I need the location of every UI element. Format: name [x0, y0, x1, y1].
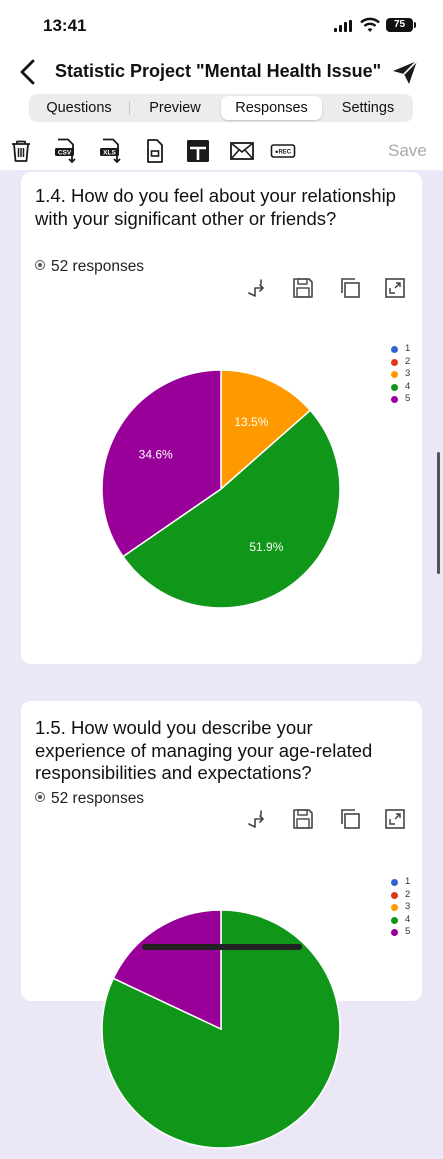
tab-divider	[129, 101, 130, 115]
status-bar: 13:41 75	[0, 14, 443, 38]
save-icon[interactable]	[291, 807, 315, 831]
copy-icon[interactable]	[338, 276, 362, 300]
radio-icon	[35, 792, 45, 802]
legend-label: 4	[405, 380, 411, 392]
rec-icon[interactable]: ●REC	[270, 138, 296, 164]
send-icon[interactable]	[390, 58, 420, 86]
battery-tip	[414, 22, 416, 28]
legend-color-dot	[391, 358, 398, 366]
legend-item: 3	[391, 368, 410, 381]
pie-slice-4	[121, 409, 341, 609]
document-icon[interactable]	[142, 138, 168, 164]
legend-color-dot	[391, 879, 398, 886]
legend-label: 3	[405, 368, 411, 379]
expand-icon[interactable]	[383, 807, 407, 831]
table-icon[interactable]	[185, 138, 211, 164]
pie-slice-3	[220, 369, 312, 491]
legend-color-dot	[391, 396, 398, 403]
response-count: 52 responses	[35, 258, 144, 276]
tab-responses[interactable]: Responses	[221, 96, 322, 120]
question-title: 1.4. How do you feel about your relation…	[35, 185, 396, 229]
legend-label: 3	[405, 901, 411, 912]
tab-preview[interactable]: Preview	[149, 100, 201, 116]
card-actions	[246, 807, 411, 831]
legend-color-dot	[391, 904, 398, 911]
swap-icon[interactable]	[246, 807, 270, 831]
question-card: 1.4. How do you feel about your relation…	[21, 172, 422, 664]
question-title: 1.5. How would you describe your experie…	[35, 717, 373, 783]
response-count-label: 52 responses	[51, 258, 145, 275]
tab-bar: Questions Preview Responses Settings	[29, 94, 413, 122]
scroll-indicator[interactable]	[437, 452, 440, 574]
title-bar: Statistic Project "Mental Health Issue"	[0, 56, 443, 88]
status-time: 13:41	[43, 16, 87, 35]
legend-item: 1	[391, 343, 410, 356]
xls-label: XLS	[103, 150, 116, 157]
top-bar: 13:41 75 Statistic Project "Mental Healt…	[0, 0, 443, 170]
csv-download-icon[interactable]: CSV	[53, 138, 79, 164]
legend-item: 1	[391, 876, 410, 889]
legend-item: 3	[391, 901, 410, 914]
toolbar: CSV XLS ●REC Save	[0, 136, 443, 166]
legend-item: 5	[391, 393, 410, 406]
pie-chart: 13.5% 51.9% 34.6%	[101, 369, 341, 609]
legend-label: 2	[405, 355, 411, 367]
legend-label: 1	[405, 876, 411, 887]
tab-settings[interactable]: Settings	[341, 100, 395, 116]
legend-color-dot	[391, 371, 398, 378]
legend-item: 4	[391, 914, 410, 927]
pie-slice-label: 13.5%	[234, 415, 268, 429]
wifi-icon	[360, 17, 380, 32]
legend-label: 2	[405, 888, 411, 900]
home-indicator[interactable]	[142, 944, 302, 950]
legend-label: 4	[405, 913, 411, 925]
copy-icon[interactable]	[338, 807, 362, 831]
pie-chart	[101, 909, 341, 1149]
legend-item: 4	[391, 381, 410, 394]
pie-slice-label: 51.9%	[249, 540, 283, 554]
page-title: Statistic Project "Mental Health Issue"	[55, 61, 382, 81]
battery-icon: 75	[386, 18, 413, 32]
legend-color-dot	[391, 891, 398, 899]
save-icon[interactable]	[291, 276, 315, 300]
response-count: 52 responses	[35, 790, 144, 808]
swap-icon[interactable]	[246, 276, 270, 300]
response-count-label: 52 responses	[51, 790, 145, 807]
legend-color-dot	[391, 346, 398, 353]
back-chevron-icon[interactable]	[16, 58, 42, 86]
trash-icon[interactable]	[8, 138, 34, 164]
card-actions	[246, 276, 411, 300]
legend-color-dot	[391, 383, 398, 391]
legend-label: 5	[405, 393, 411, 404]
xls-download-icon[interactable]: XLS	[98, 138, 124, 164]
legend-item: 2	[391, 889, 410, 902]
csv-label: CSV	[58, 150, 72, 157]
signal-icon	[334, 20, 354, 32]
legend-item: 5	[391, 926, 410, 939]
legend-color-dot	[391, 929, 398, 936]
legend-label: 5	[405, 926, 411, 937]
rec-label: ●REC	[275, 150, 292, 156]
legend-color-dot	[391, 916, 398, 924]
radio-icon	[35, 260, 45, 270]
save-button[interactable]: Save	[388, 141, 427, 160]
mail-icon[interactable]	[229, 138, 255, 164]
legend-label: 1	[405, 343, 411, 354]
legend-item: 2	[391, 356, 410, 369]
expand-icon[interactable]	[383, 276, 407, 300]
pie-slice-5	[101, 369, 222, 558]
question-card: 1.5. How would you describe your experie…	[21, 701, 422, 1149]
pie-slice-label: 34.6%	[139, 448, 173, 462]
tab-questions[interactable]: Questions	[46, 100, 112, 116]
